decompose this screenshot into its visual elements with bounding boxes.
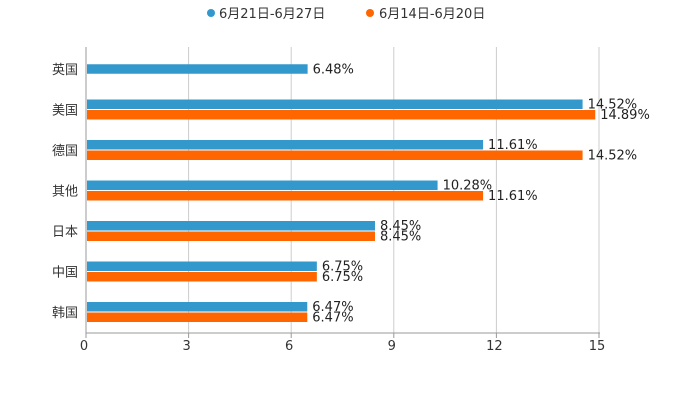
x-tick-label: 12 [486, 339, 503, 354]
legend-label[interactable]: 6月14日-6月20日 [379, 7, 485, 22]
bar-week-jun14-20 [87, 231, 375, 241]
bar-value-label: 11.61% [488, 138, 538, 153]
bar-value-label: 6.75% [322, 260, 363, 275]
bars [87, 64, 596, 322]
bar-value-label: 11.61% [488, 189, 538, 204]
bar-value-label: 6.75% [322, 270, 363, 285]
bar-value-label: 10.28% [443, 179, 493, 194]
bar-week-jun14-20 [87, 312, 308, 322]
x-tick-labels: 0 3 6 9 12 15 [80, 339, 605, 354]
legend-marker [366, 9, 374, 17]
category-label: 其他 [52, 185, 78, 200]
legend: 6月21日-6月27日 6月14日-6月20日 [207, 7, 485, 22]
bar-value-label: 6.47% [312, 300, 353, 315]
bar-week-jun21-27 [87, 64, 308, 74]
bar-week-jun21-27 [87, 140, 484, 150]
x-tick-label: 15 [589, 339, 606, 354]
category-label: 美国 [52, 104, 78, 119]
value-labels: 6.48%14.52%14.89%11.61%14.52%10.28%11.61… [312, 62, 650, 325]
category-label: 英国 [52, 63, 78, 78]
bar-value-label: 8.45% [380, 219, 421, 234]
bar-value-label: 6.47% [312, 311, 353, 326]
bar-week-jun21-27 [87, 99, 583, 109]
bar-week-jun14-20 [87, 191, 484, 201]
bar-value-label: 14.52% [588, 149, 638, 164]
bar-value-label: 6.48% [313, 62, 354, 77]
category-label: 中国 [52, 266, 78, 281]
category-label: 德国 [52, 144, 78, 159]
x-tick-label: 6 [285, 339, 293, 354]
bar-week-jun14-20 [87, 272, 317, 282]
axes [85, 47, 600, 338]
bar-week-jun14-20 [87, 110, 596, 120]
bar-week-jun21-27 [87, 302, 308, 312]
category-label: 韩国 [52, 306, 78, 321]
bar-week-jun14-20 [87, 150, 583, 160]
x-tick-label: 9 [388, 339, 396, 354]
x-tick-label: 0 [80, 339, 88, 354]
bar-week-jun21-27 [87, 221, 375, 231]
bar-value-label: 14.89% [600, 108, 650, 123]
x-tick-label: 3 [182, 339, 190, 354]
bar-week-jun21-27 [87, 261, 317, 271]
legend-marker [207, 9, 215, 17]
category-label: 日本 [52, 225, 78, 240]
bar-value-label: 14.52% [588, 98, 638, 113]
legend-label[interactable]: 6月21日-6月27日 [219, 7, 325, 22]
bar-value-label: 8.45% [380, 230, 421, 245]
bar-week-jun21-27 [87, 180, 438, 190]
